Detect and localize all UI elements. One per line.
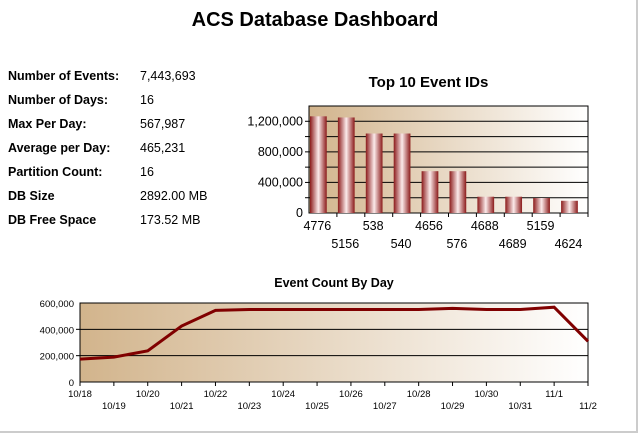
stat-label: Number of Days: — [8, 93, 109, 107]
x-tick-label: 10/22 — [204, 389, 228, 400]
x-tick-label: 576 — [446, 237, 467, 251]
x-tick-label: 10/27 — [373, 401, 397, 412]
x-tick-label: 5156 — [331, 237, 359, 251]
x-tick-label: 10/24 — [271, 389, 295, 400]
page-title: ACS Database Dashboard — [191, 9, 439, 31]
x-tick-label: 10/19 — [102, 401, 126, 412]
y-tick-label: 0 — [296, 206, 303, 220]
plot-area — [309, 106, 588, 213]
x-tick-label: 10/28 — [407, 389, 431, 400]
plot-area — [80, 303, 588, 382]
chart-title: Event Count By Day — [274, 276, 394, 290]
bar-4776 — [310, 116, 327, 213]
x-tick-label: 10/20 — [136, 389, 160, 400]
x-tick-label: 11/1 — [545, 389, 563, 400]
x-tick-label: 10/31 — [508, 401, 532, 412]
x-tick-label: 4776 — [303, 219, 331, 233]
x-tick-label: 4624 — [555, 237, 583, 251]
stat-label: Average per Day: — [8, 141, 111, 155]
x-tick-label: 10/21 — [170, 401, 194, 412]
stat-value: 16 — [140, 165, 154, 179]
x-tick-label: 10/29 — [441, 401, 465, 412]
y-tick-label: 200,000 — [40, 352, 74, 363]
x-tick-label: 4689 — [499, 237, 527, 251]
stat-value: 2892.00 MB — [140, 189, 208, 203]
x-tick-label: 10/23 — [237, 401, 261, 412]
stat-value: 16 — [140, 93, 154, 107]
bar-5156 — [337, 117, 355, 213]
stat-label: DB Free Space — [8, 213, 97, 227]
stat-label: Partition Count: — [8, 165, 103, 179]
x-tick-label: 540 — [391, 237, 412, 251]
y-tick-label: 600,000 — [40, 299, 74, 310]
x-tick-label: 10/30 — [475, 389, 499, 400]
plot-border — [79, 302, 589, 383]
y-tick-label: 400,000 — [258, 175, 303, 189]
x-tick-label: 10/18 — [68, 389, 92, 400]
chart-title: Top 10 Event IDs — [369, 74, 489, 91]
bar-5159 — [533, 198, 550, 213]
stat-value: 7,443,693 — [140, 69, 196, 83]
stat-label: Max Per Day: — [8, 117, 87, 131]
bar-4688 — [477, 196, 495, 213]
line-series — [79, 305, 590, 361]
x-tick-label: 4688 — [471, 219, 499, 233]
y-tick-label: 800,000 — [258, 145, 303, 159]
stat-value: 567,987 — [140, 117, 186, 131]
y-tick-label: 400,000 — [40, 325, 74, 336]
stat-label: DB Size — [8, 189, 55, 203]
bar-4656 — [421, 171, 439, 213]
stat-value: 173.52 MB — [140, 213, 201, 227]
x-tick-label: 10/26 — [339, 389, 363, 400]
x-tick-label: 10/25 — [305, 401, 329, 412]
bar-4624 — [561, 200, 578, 213]
y-tick-label: 0 — [69, 378, 74, 389]
x-tick-label: 4656 — [415, 219, 443, 233]
y-tick-label: 1,200,000 — [247, 114, 303, 128]
bar-4689 — [505, 196, 523, 213]
x-tick-label: 11/2 — [579, 401, 597, 412]
bar-540 — [393, 133, 411, 213]
stat-value: 465,231 — [140, 141, 186, 155]
x-tick-label: 538 — [363, 219, 384, 233]
stat-label: Number of Events: — [8, 69, 120, 83]
bar-538 — [365, 133, 383, 213]
bar-576 — [449, 171, 467, 213]
x-tick-label: 5159 — [527, 219, 555, 233]
